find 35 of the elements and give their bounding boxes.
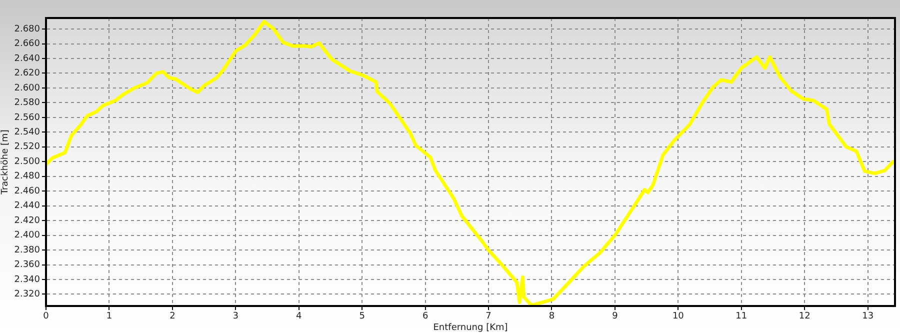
x-tick-label: 4 <box>296 312 302 322</box>
x-tick-label: 0 <box>43 312 50 322</box>
x-tick-label: 1 <box>106 312 112 322</box>
y-tick-label: 2.520 <box>14 142 40 152</box>
x-tick-label: 6 <box>422 312 428 322</box>
x-tick-label: 3 <box>232 312 239 322</box>
x-tick-label: 2 <box>170 312 176 322</box>
x-tick-label: 7 <box>486 312 492 322</box>
y-tick-label: 2.560 <box>14 112 40 123</box>
y-tick-label: 2.660 <box>14 39 40 50</box>
y-tick-label: 2.420 <box>14 216 40 226</box>
x-tick-label: 11 <box>736 312 748 322</box>
y-tick-label: 2.640 <box>14 54 40 64</box>
y-tick-label: 2.360 <box>14 260 40 270</box>
y-tick-label: 2.460 <box>14 186 40 196</box>
x-tick-label: 8 <box>548 312 555 322</box>
y-tick-label: 2.440 <box>14 201 40 212</box>
y-tick-label: 2.340 <box>14 274 40 285</box>
x-axis-title: Entfernung [Km] <box>433 322 508 333</box>
y-tick-label: 2.320 <box>14 290 40 300</box>
x-tick-label: 10 <box>672 312 684 322</box>
y-tick-label: 2.580 <box>14 98 40 108</box>
x-tick-label: 5 <box>359 312 365 322</box>
y-axis-title: Trackhöhe [m] <box>0 130 11 196</box>
y-tick-label: 2.480 <box>14 172 40 182</box>
y-tick-label: 2.680 <box>14 24 40 34</box>
y-tick-label: 2.600 <box>14 83 40 94</box>
y-tick-label: 2.500 <box>14 156 40 167</box>
y-tick-label: 2.380 <box>14 245 40 256</box>
x-tick-label: 12 <box>798 312 810 322</box>
y-tick-label: 2.620 <box>14 68 40 79</box>
y-tick-label: 2.540 <box>14 128 40 138</box>
y-tick-label: 2.400 <box>14 230 40 241</box>
x-tick-label: 13 <box>862 312 874 322</box>
x-tick-label: 9 <box>612 312 618 322</box>
